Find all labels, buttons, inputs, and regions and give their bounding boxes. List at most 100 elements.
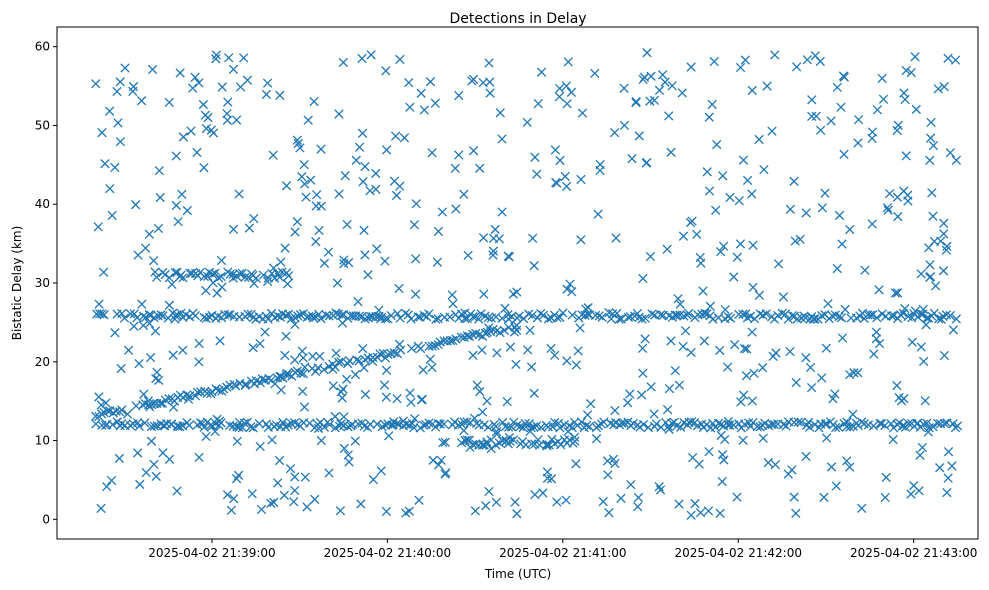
data-point [875, 418, 885, 429]
data-point [897, 421, 907, 431]
data-point [372, 244, 382, 254]
data-point [837, 239, 847, 249]
data-point [787, 311, 797, 321]
data-point [947, 461, 957, 471]
data-point [662, 244, 672, 254]
data-point [550, 145, 561, 155]
data-point [324, 419, 335, 430]
data-point [389, 176, 400, 186]
data-point [283, 271, 294, 281]
data-point [149, 459, 159, 470]
data-point [686, 417, 697, 427]
data-point [482, 437, 492, 447]
data-point [331, 308, 341, 318]
data-point [526, 439, 537, 449]
data-point [211, 50, 222, 60]
data-point [153, 223, 164, 234]
data-point [928, 211, 938, 221]
data-point [342, 219, 352, 230]
data-point [604, 308, 614, 318]
data-point [478, 77, 488, 88]
data-point [240, 272, 250, 283]
data-point [485, 88, 495, 98]
data-point [748, 282, 758, 293]
data-point [187, 268, 197, 278]
data-point [144, 318, 155, 329]
data-point [107, 419, 118, 430]
data-point [354, 356, 364, 366]
data-point [747, 189, 757, 199]
data-point [368, 356, 378, 366]
data-point [736, 397, 746, 407]
data-point [662, 404, 673, 415]
data-point [739, 344, 750, 354]
data-point [363, 270, 373, 280]
data-point [921, 320, 931, 330]
data-point [674, 499, 684, 509]
data-point [380, 256, 390, 266]
data-point [228, 269, 238, 280]
data-point [527, 310, 537, 321]
data-point [289, 497, 299, 507]
data-point [735, 239, 746, 249]
data-point [842, 456, 852, 466]
data-point [296, 368, 306, 378]
data-point [893, 120, 903, 130]
data-point [96, 409, 107, 419]
data-point [133, 448, 143, 458]
data-point [488, 246, 499, 256]
data-point [425, 77, 436, 87]
data-point [172, 486, 182, 496]
data-point [925, 155, 935, 166]
data-point [670, 365, 680, 376]
data-point [929, 236, 940, 247]
data-point [222, 115, 233, 125]
data-point [871, 334, 881, 344]
data-point [152, 367, 162, 377]
y-axis-label: Bistatic Delay (km) [10, 226, 24, 341]
data-point [747, 327, 757, 337]
data-point [695, 507, 706, 518]
data-point [299, 159, 309, 170]
data-point [567, 287, 577, 297]
data-point [428, 455, 438, 465]
data-point [832, 263, 842, 274]
data-point [350, 369, 361, 380]
data-point [715, 345, 725, 356]
data-point [732, 252, 742, 262]
data-point [316, 144, 326, 154]
data-point [747, 396, 758, 406]
data-point [292, 135, 302, 145]
data-point [395, 345, 406, 355]
data-point [158, 311, 168, 321]
data-point [357, 128, 368, 138]
data-point [231, 115, 242, 125]
data-point [266, 308, 277, 319]
data-point [392, 308, 403, 319]
data-point [842, 417, 852, 427]
data-point [801, 208, 811, 218]
data-point [552, 313, 562, 323]
data-point [430, 340, 440, 351]
data-point [538, 310, 549, 320]
data-point [892, 380, 902, 391]
data-point [536, 422, 546, 433]
data-point [688, 452, 698, 463]
data-point [801, 451, 811, 462]
scatter-markers [91, 48, 963, 520]
data-point [895, 310, 906, 320]
data-point [834, 311, 844, 322]
data-point [360, 354, 370, 365]
data-point [576, 235, 586, 245]
data-point [390, 131, 401, 141]
data-point [705, 301, 715, 312]
data-point [558, 308, 568, 318]
data-point [150, 326, 161, 336]
data-point [386, 310, 396, 321]
data-point [468, 312, 478, 322]
data-point [406, 314, 416, 324]
data-point [217, 82, 227, 92]
data-point [208, 278, 218, 288]
data-point [225, 420, 235, 430]
data-point [186, 126, 196, 136]
